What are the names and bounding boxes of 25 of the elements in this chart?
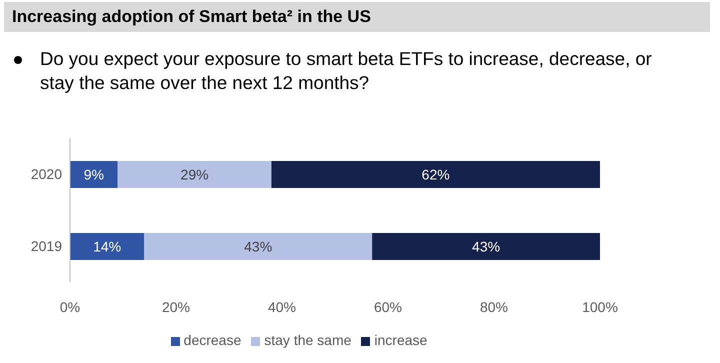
data-label: 43%: [472, 238, 500, 254]
bar: [144, 233, 372, 260]
x-tick-label: 20%: [162, 298, 190, 315]
data-label: 62%: [422, 166, 450, 182]
bar: [118, 161, 272, 188]
x-tick-label: 40%: [268, 298, 296, 315]
legend-label: stay the same: [264, 332, 352, 348]
bar: [372, 233, 600, 260]
chart-title: Increasing adoption of Smart beta² in the US: [12, 7, 371, 27]
y-tick-label: 2020: [30, 166, 62, 182]
data-label: 43%: [244, 238, 272, 254]
data-label: 14%: [93, 238, 122, 254]
legend-label: decrease: [184, 332, 242, 348]
chart-subtitle: Do you expect your exposure to smart beta ETFs to increase, decrease, or stay the same over the next 12 months?: [40, 47, 653, 95]
x-tick-label: 0%: [60, 298, 80, 315]
legend-label: increase: [374, 332, 428, 348]
data-label: 9%: [84, 166, 104, 182]
x-tick-label: 100%: [582, 298, 618, 315]
bar: [70, 233, 144, 260]
x-tick-label: 80%: [480, 298, 508, 315]
bar: [271, 161, 600, 188]
x-tick-label: 60%: [374, 298, 402, 315]
y-tick-label: 2019: [30, 238, 62, 254]
bar: [70, 161, 118, 188]
data-label: 29%: [180, 166, 209, 182]
